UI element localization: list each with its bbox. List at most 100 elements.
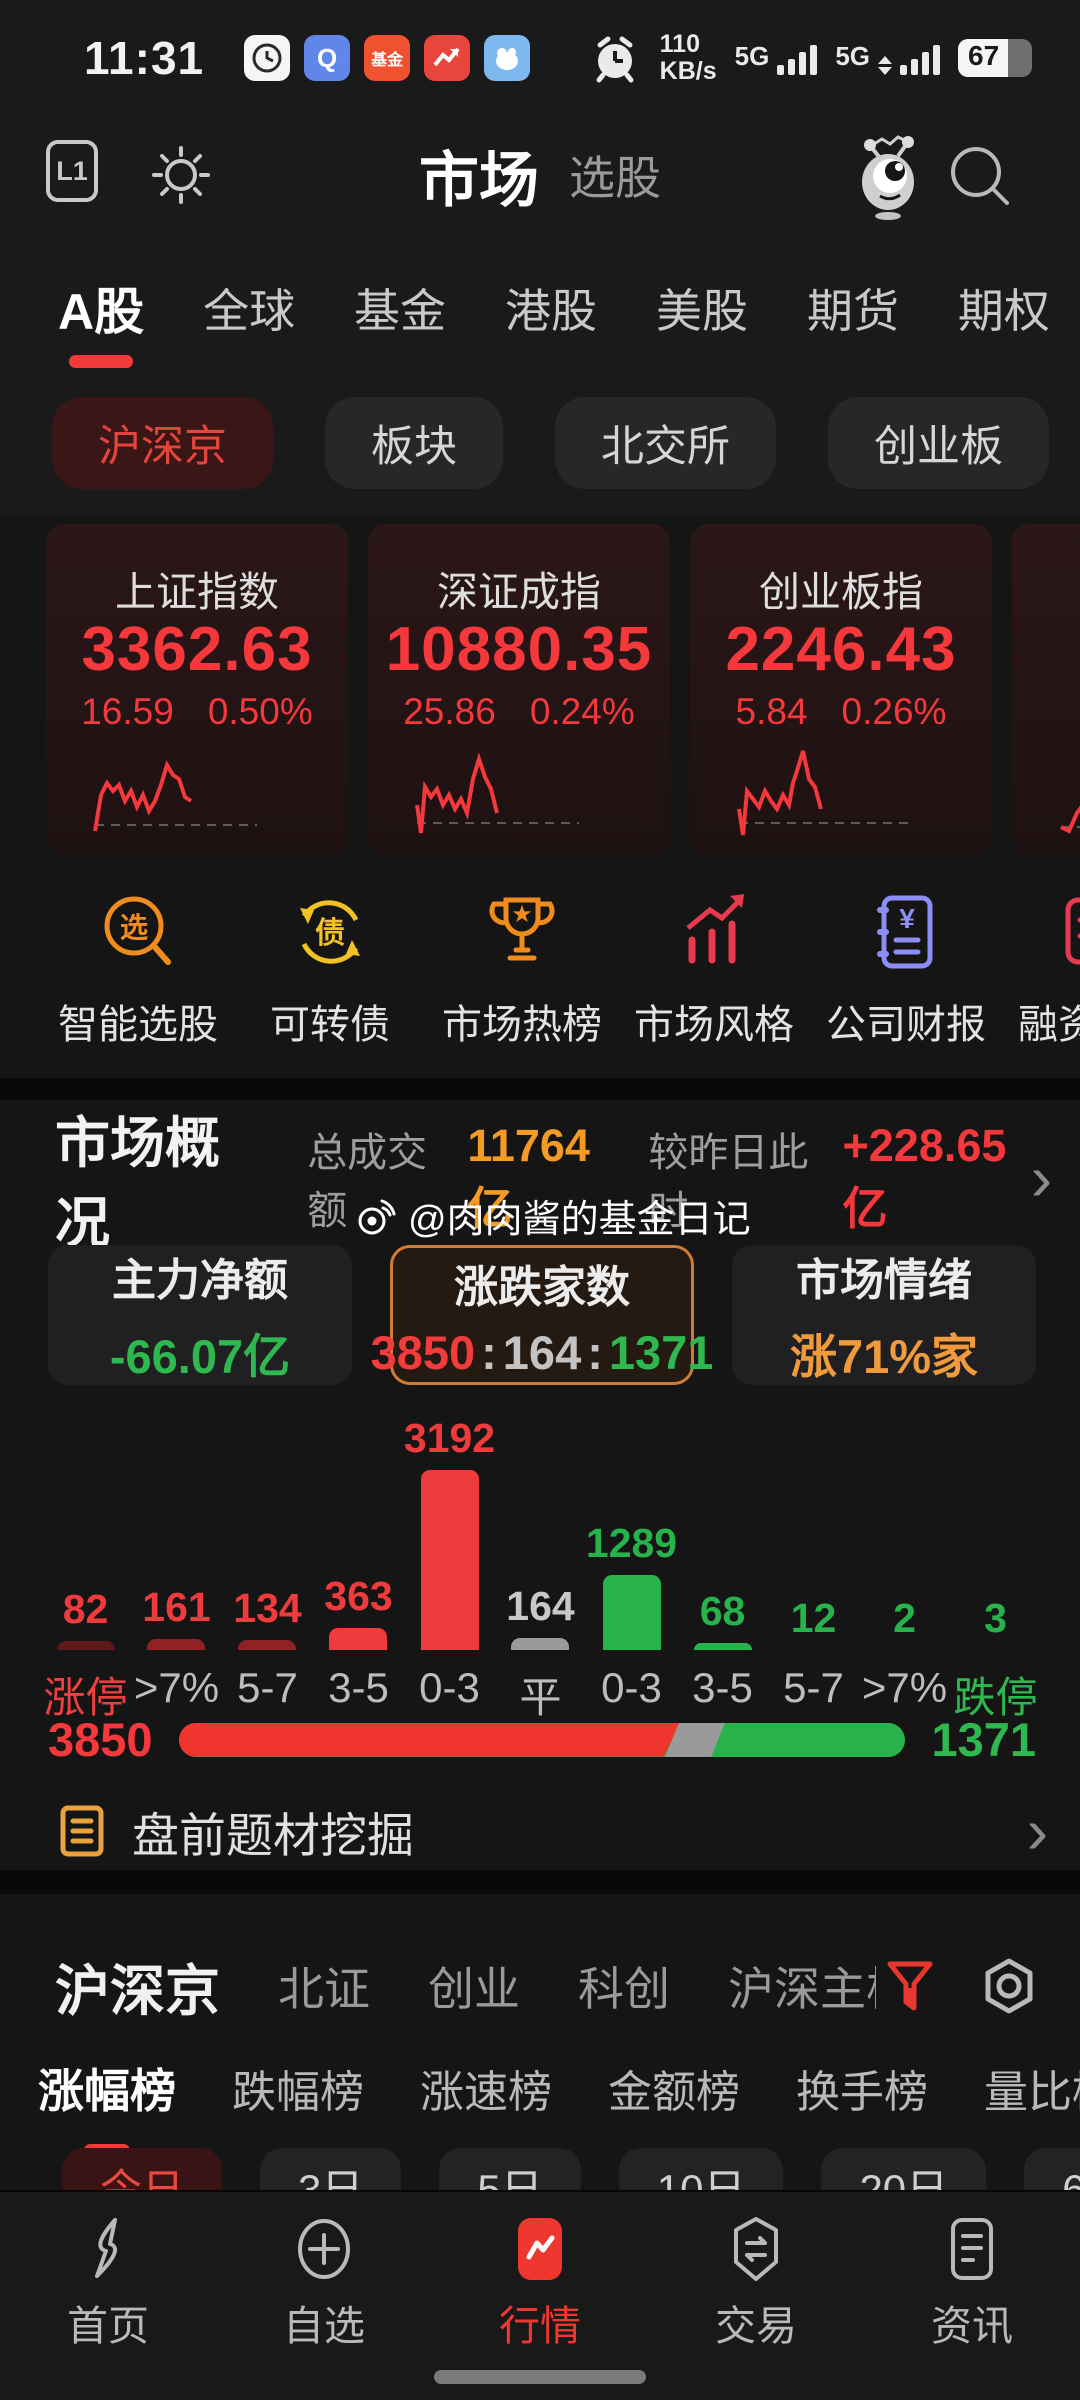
feature-convertible-bond[interactable]: 债 可转债 — [246, 888, 414, 1050]
bar — [602, 1575, 661, 1650]
news-doc-icon — [951, 2218, 993, 2280]
chevron-right-icon[interactable]: › — [1030, 1142, 1052, 1214]
rank-subtab-mainboard[interactable]: 沪深主板 — [728, 1963, 876, 2015]
tab-options[interactable]: 期权 — [957, 285, 1050, 337]
chart-column: 68 3-5 — [692, 1588, 753, 1711]
feature-smart-stock-pick[interactable]: 选 智能选股 — [54, 888, 222, 1050]
nav-quotes[interactable]: 行情 — [440, 2216, 640, 2352]
status-indicators: 110 KB/s 5G 5G 67 — [588, 31, 1032, 85]
sparkline — [1060, 805, 1080, 834]
tab-global[interactable]: 全球 — [203, 285, 296, 337]
section-divider — [0, 1870, 1080, 1894]
period-10d[interactable]: 10日 — [618, 2148, 784, 2190]
period-60d[interactable]: 60日 — [1024, 2148, 1080, 2190]
period-today[interactable]: 今日 — [62, 2148, 223, 2190]
rank-tab-exchange-rate[interactable]: 换手榜 — [796, 2068, 928, 2117]
home-indicator[interactable] — [434, 2370, 646, 2384]
trade-exchange-icon — [734, 2217, 778, 2281]
rank-region — [0, 1894, 1080, 2192]
notification-icons: Q 基金 — [244, 35, 531, 81]
financial-report-icon: ¥ — [877, 895, 933, 969]
pre-market-themes-row[interactable]: 盘前题材挖掘 › — [0, 1792, 1080, 1870]
rank-tab-volume-ratio[interactable]: 量比榜 — [984, 2068, 1080, 2117]
period-20d[interactable]: 20日 — [821, 2148, 987, 2190]
market-tab-bar: A股 全球 基金 港股 美股 期货 期权 — [0, 252, 1080, 370]
chart-column: 3192 0-3 — [403, 1415, 496, 1711]
decliners-count: 1371 — [931, 1713, 1036, 1766]
weibo-watermark: @肉肉酱的基金日记 — [356, 1188, 751, 1243]
pill-chinext[interactable]: 创业板 — [828, 397, 1049, 489]
smart-stock-pick-icon: 选 — [104, 896, 171, 965]
feature-market-style[interactable]: 市场风格 — [630, 888, 798, 1050]
clock-app-icon — [244, 35, 291, 81]
chart-column: 164 平 — [506, 1583, 575, 1721]
advance-decline-bar: 3850 1371 — [0, 1712, 1080, 1767]
vs-yesterday-value: +228.65亿 — [842, 1119, 1007, 1234]
tab-hk-stocks[interactable]: 港股 — [505, 285, 598, 337]
settings-gear-icon[interactable] — [980, 1956, 1038, 2021]
period-5d[interactable]: 5日 — [439, 2148, 581, 2190]
battery-indicator: 67 — [958, 39, 1032, 77]
market-style-chart-icon — [686, 894, 744, 964]
assistant-mascot-icon[interactable] — [848, 128, 928, 225]
feature-margin-trading[interactable]: 融资融券 — [1014, 888, 1080, 1050]
alarm-icon — [596, 36, 634, 83]
svg-text:选: 选 — [120, 912, 148, 943]
period-3d[interactable]: 3日 — [260, 2148, 402, 2190]
feature-financial-report[interactable]: ¥ 公司财报 — [822, 888, 990, 1050]
bar — [693, 1643, 752, 1650]
page-title-stockpick[interactable]: 选股 — [569, 152, 661, 204]
bar — [147, 1639, 206, 1650]
feature-shortcut-row: 选 智能选股 债 可转债 ★ 市场热榜 — [0, 888, 1080, 1050]
l1-quote-level-button[interactable]: L1 — [46, 140, 98, 202]
rank-title-hushenjing[interactable]: 沪深京 — [55, 1960, 221, 2022]
bar — [238, 1640, 297, 1650]
rank-tab-turnover[interactable]: 金额榜 — [608, 2068, 740, 2117]
page-title-market[interactable]: 市场 — [419, 146, 539, 214]
feature-hot-rank[interactable]: ★ 市场热榜 — [438, 888, 606, 1050]
index-card-shenzhen[interactable]: 深证成指 10880.35 25.86 0.24% — [368, 524, 670, 856]
rank-tab-gainers[interactable]: 涨幅榜 — [38, 2055, 176, 2157]
tab-funds[interactable]: 基金 — [354, 285, 447, 337]
chart-column: 134 5-7 — [233, 1585, 302, 1711]
board-pill-bar: 沪深京 板块 北交所 创业板 科创板 — [0, 388, 1080, 498]
index-card-chinext[interactable]: 创业板指 2246.43 5.84 0.26% — [690, 524, 992, 856]
rank-subtab-chinext[interactable]: 创业 — [428, 1963, 521, 2015]
index-card-shanghai[interactable]: 上证指数 3362.63 16.59 0.50% — [46, 524, 348, 856]
advancers-count: 3850 — [48, 1713, 153, 1766]
rank-tab-losers[interactable]: 跌幅榜 — [232, 2068, 364, 2117]
stat-main-force[interactable]: 主力净额 -66.07亿 — [48, 1245, 352, 1385]
nav-trade[interactable]: 交易 — [656, 2216, 856, 2352]
pill-sectors[interactable]: 板块 — [325, 397, 503, 489]
tab-us-stocks[interactable]: 美股 — [655, 285, 748, 337]
tab-a-shares[interactable]: A股 — [58, 272, 144, 368]
rank-subtab-bse[interactable]: 北证 — [278, 1963, 371, 2015]
stat-sentiment[interactable]: 市场情绪 涨71%家 — [732, 1245, 1036, 1385]
index-card-partial[interactable]: 1 29 — [1012, 524, 1080, 856]
advance-segment — [179, 1723, 681, 1757]
convertible-bond-icon: 债 — [300, 900, 360, 964]
pill-hushenjing[interactable]: 沪深京 — [52, 397, 273, 489]
chart-column: 363 3-5 — [324, 1573, 393, 1711]
nav-home[interactable]: 首页 — [8, 2216, 208, 2352]
stat-advance-decline[interactable]: 涨跌家数 3850:164:1371 — [371, 1245, 713, 1385]
chevron-right-icon: › — [1026, 1795, 1048, 1867]
rank-subtab-star[interactable]: 科创 — [578, 1963, 671, 2015]
turnover-label: 总成交额 — [307, 1131, 428, 1233]
search-icon[interactable] — [944, 140, 1016, 217]
filter-funnel-icon[interactable] — [884, 1958, 936, 2021]
brightness-icon[interactable] — [148, 142, 214, 213]
tab-futures[interactable]: 期货 — [806, 285, 899, 337]
market-overview-header[interactable]: 市场概况 总成交额 11764亿 较昨日此时 +228.65亿 › — [0, 1112, 1080, 1254]
watchlist-plus-icon — [298, 2219, 350, 2279]
clock-time: 11:31 — [84, 32, 205, 84]
app-header: L1 市场 选股 — [0, 100, 1080, 250]
nav-watchlist[interactable]: 自选 — [224, 2216, 424, 2352]
stocks-app-icon — [424, 35, 471, 81]
overview-title: 市场概况 — [55, 1112, 221, 1254]
rank-tab-speed[interactable]: 涨速榜 — [420, 2068, 552, 2117]
chart-column: 2 >7% — [861, 1595, 948, 1711]
pill-bse[interactable]: 北交所 — [555, 397, 776, 489]
svg-text:¥: ¥ — [899, 903, 915, 934]
nav-news[interactable]: 资讯 — [872, 2216, 1072, 2352]
